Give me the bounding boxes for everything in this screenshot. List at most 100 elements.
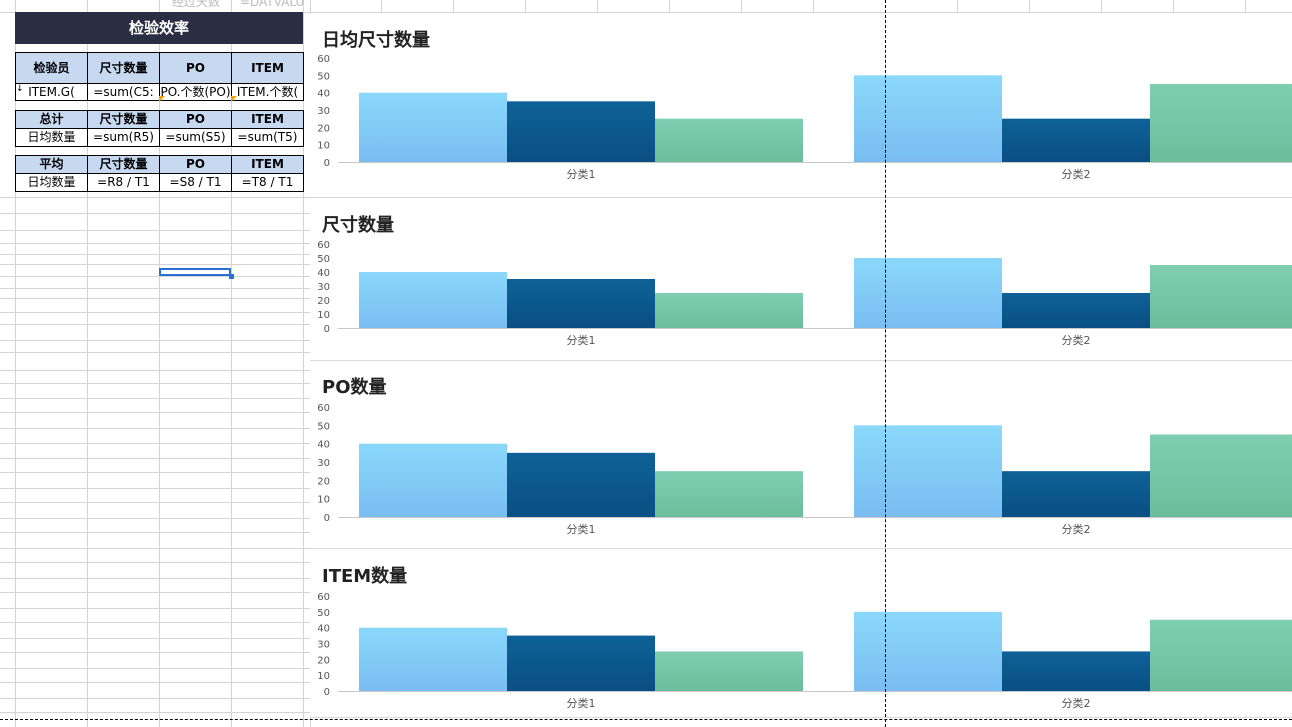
inspector-value-cell[interactable]: ITEM.G( bbox=[15, 83, 88, 101]
page-break-horizontal bbox=[0, 719, 1292, 720]
y-tick-label: 30 bbox=[317, 106, 330, 117]
chart-title: 日均尺寸数量 bbox=[322, 30, 430, 51]
average-header-cell[interactable]: 尺寸数量 bbox=[87, 155, 160, 174]
total-header-cell[interactable]: PO bbox=[159, 110, 232, 129]
average-value-cell[interactable]: =R8 / T1 bbox=[87, 173, 160, 192]
chart-panel[interactable]: ITEM数量 0 10 20 30 40 50 60 分类1 分类2 bbox=[310, 549, 1292, 718]
inspector-value-cell[interactable]: ITEM.个数( bbox=[231, 83, 304, 101]
y-tick-label: 60 bbox=[317, 592, 330, 603]
bar-series2-分类1[interactable] bbox=[507, 279, 655, 328]
y-tick-label: 40 bbox=[317, 268, 330, 279]
bar-series1-分类2[interactable] bbox=[854, 258, 1002, 328]
inspector-header-cell[interactable]: 检验员 bbox=[15, 52, 88, 84]
bar-series3-分类2[interactable] bbox=[1150, 84, 1292, 162]
bar-series2-分类2[interactable] bbox=[1002, 293, 1150, 328]
faded-label: 经过天数 bbox=[172, 0, 221, 9]
formula-indicator bbox=[231, 96, 237, 102]
x-category-label: 分类2 bbox=[1062, 333, 1091, 347]
bar-series3-分类2[interactable] bbox=[1150, 619, 1292, 691]
inspector-header-cell[interactable]: ITEM bbox=[231, 52, 304, 84]
inspector-value-cell[interactable]: =sum(C5: bbox=[87, 83, 160, 101]
average-value-cell[interactable]: =S8 / T1 bbox=[159, 173, 232, 192]
average-header-cell[interactable]: ITEM bbox=[231, 155, 304, 174]
total-value-cell[interactable]: =sum(T5) bbox=[231, 128, 304, 147]
faded-formula: =DATVALU bbox=[240, 0, 305, 9]
total-value-cell[interactable]: 日均数量 bbox=[15, 128, 88, 147]
page-break-vertical bbox=[885, 0, 886, 727]
bar-series3-分类1[interactable] bbox=[655, 118, 803, 162]
x-category-label: 分类2 bbox=[1062, 522, 1091, 536]
average-header-cell[interactable]: 平均 bbox=[15, 155, 88, 174]
bar-series1-分类1[interactable] bbox=[359, 92, 507, 162]
chart-title: PO数量 bbox=[322, 377, 387, 398]
bar-series3-分类1[interactable] bbox=[655, 651, 803, 691]
y-tick-label: 60 bbox=[317, 54, 330, 65]
formula-indicator bbox=[159, 96, 165, 102]
y-tick-label: 20 bbox=[317, 655, 330, 666]
chart-panel[interactable]: PO数量 0 10 20 30 40 50 60 分类1 分类2 bbox=[310, 361, 1292, 549]
fill-handle[interactable] bbox=[229, 274, 234, 279]
bar-series3-分类1[interactable] bbox=[655, 471, 803, 517]
y-tick-label: 40 bbox=[317, 89, 330, 100]
bar-series1-分类1[interactable] bbox=[359, 443, 507, 517]
x-category-label: 分类1 bbox=[567, 167, 596, 181]
bar-series1-分类2[interactable] bbox=[854, 425, 1002, 517]
y-tick-label: 30 bbox=[317, 640, 330, 651]
inspector-header-cell[interactable]: PO bbox=[159, 52, 232, 84]
y-tick-label: 50 bbox=[317, 71, 330, 82]
chart-title: ITEM数量 bbox=[322, 566, 408, 587]
y-tick-label: 0 bbox=[324, 687, 330, 698]
y-tick-label: 60 bbox=[317, 240, 330, 251]
bar-chart: 0 10 20 30 40 50 60 分类1 分类2 bbox=[317, 403, 1292, 536]
sheet-title[interactable]: 检验效率 bbox=[15, 12, 303, 44]
average-value-cell[interactable]: =T8 / T1 bbox=[231, 173, 304, 192]
bar-series2-分类2[interactable] bbox=[1002, 471, 1150, 517]
y-tick-label: 10 bbox=[317, 495, 330, 506]
total-value-cell[interactable]: =sum(R5) bbox=[87, 128, 160, 147]
bar-series1-分类1[interactable] bbox=[359, 272, 507, 328]
bar-series3-分类2[interactable] bbox=[1150, 265, 1292, 328]
x-category-label: 分类1 bbox=[567, 333, 596, 347]
bar-chart: 0 10 20 30 40 50 60 分类1 分类2 bbox=[317, 240, 1292, 347]
average-header-cell[interactable]: PO bbox=[159, 155, 232, 174]
total-value-cell[interactable]: =sum(S5) bbox=[159, 128, 232, 147]
y-tick-label: 30 bbox=[317, 282, 330, 293]
y-tick-label: 10 bbox=[317, 141, 330, 152]
bar-series2-分类1[interactable] bbox=[507, 452, 655, 517]
y-tick-label: 50 bbox=[317, 254, 330, 265]
average-value-cell[interactable]: 日均数量 bbox=[15, 173, 88, 192]
y-tick-label: 10 bbox=[317, 310, 330, 321]
x-category-label: 分类1 bbox=[567, 522, 596, 536]
bar-series3-分类2[interactable] bbox=[1150, 434, 1292, 518]
x-category-label: 分类2 bbox=[1062, 167, 1091, 181]
chart-panel[interactable]: 日均尺寸数量 0 10 20 30 40 50 60 分类1 分类2 bbox=[310, 14, 1292, 198]
total-header-cell[interactable]: ITEM bbox=[231, 110, 304, 129]
chart-panel[interactable]: 尺寸数量 0 10 20 30 40 50 60 分类1 分类2 bbox=[310, 198, 1292, 361]
y-tick-label: 30 bbox=[317, 458, 330, 469]
y-tick-label: 40 bbox=[317, 624, 330, 635]
bar-series2-分类2[interactable] bbox=[1002, 118, 1150, 162]
bar-series1-分类1[interactable] bbox=[359, 627, 507, 691]
inspector-header-cell[interactable]: 尺寸数量 bbox=[87, 52, 160, 84]
y-tick-label: 50 bbox=[317, 608, 330, 619]
y-tick-label: 40 bbox=[317, 440, 330, 451]
chart-title: 尺寸数量 bbox=[322, 215, 394, 236]
bar-series1-分类2[interactable] bbox=[854, 611, 1002, 691]
x-category-label: 分类1 bbox=[567, 696, 596, 710]
y-tick-label: 10 bbox=[317, 671, 330, 682]
bar-series1-分类2[interactable] bbox=[854, 75, 1002, 162]
total-header-cell[interactable]: 尺寸数量 bbox=[87, 110, 160, 129]
x-category-label: 分类2 bbox=[1062, 696, 1091, 710]
y-tick-label: 0 bbox=[324, 513, 330, 524]
bar-series2-分类1[interactable] bbox=[507, 101, 655, 162]
total-header-cell[interactable]: 总计 bbox=[15, 110, 88, 129]
bar-series2-分类1[interactable] bbox=[507, 635, 655, 691]
selected-cell[interactable] bbox=[159, 268, 231, 276]
y-tick-label: 50 bbox=[317, 421, 330, 432]
y-tick-label: 20 bbox=[317, 476, 330, 487]
y-tick-label: 20 bbox=[317, 296, 330, 307]
bar-series2-分类2[interactable] bbox=[1002, 651, 1150, 691]
inspector-value-cell[interactable]: PO.个数(PO) bbox=[159, 83, 232, 101]
y-tick-label: 0 bbox=[324, 324, 330, 335]
bar-series3-分类1[interactable] bbox=[655, 293, 803, 328]
